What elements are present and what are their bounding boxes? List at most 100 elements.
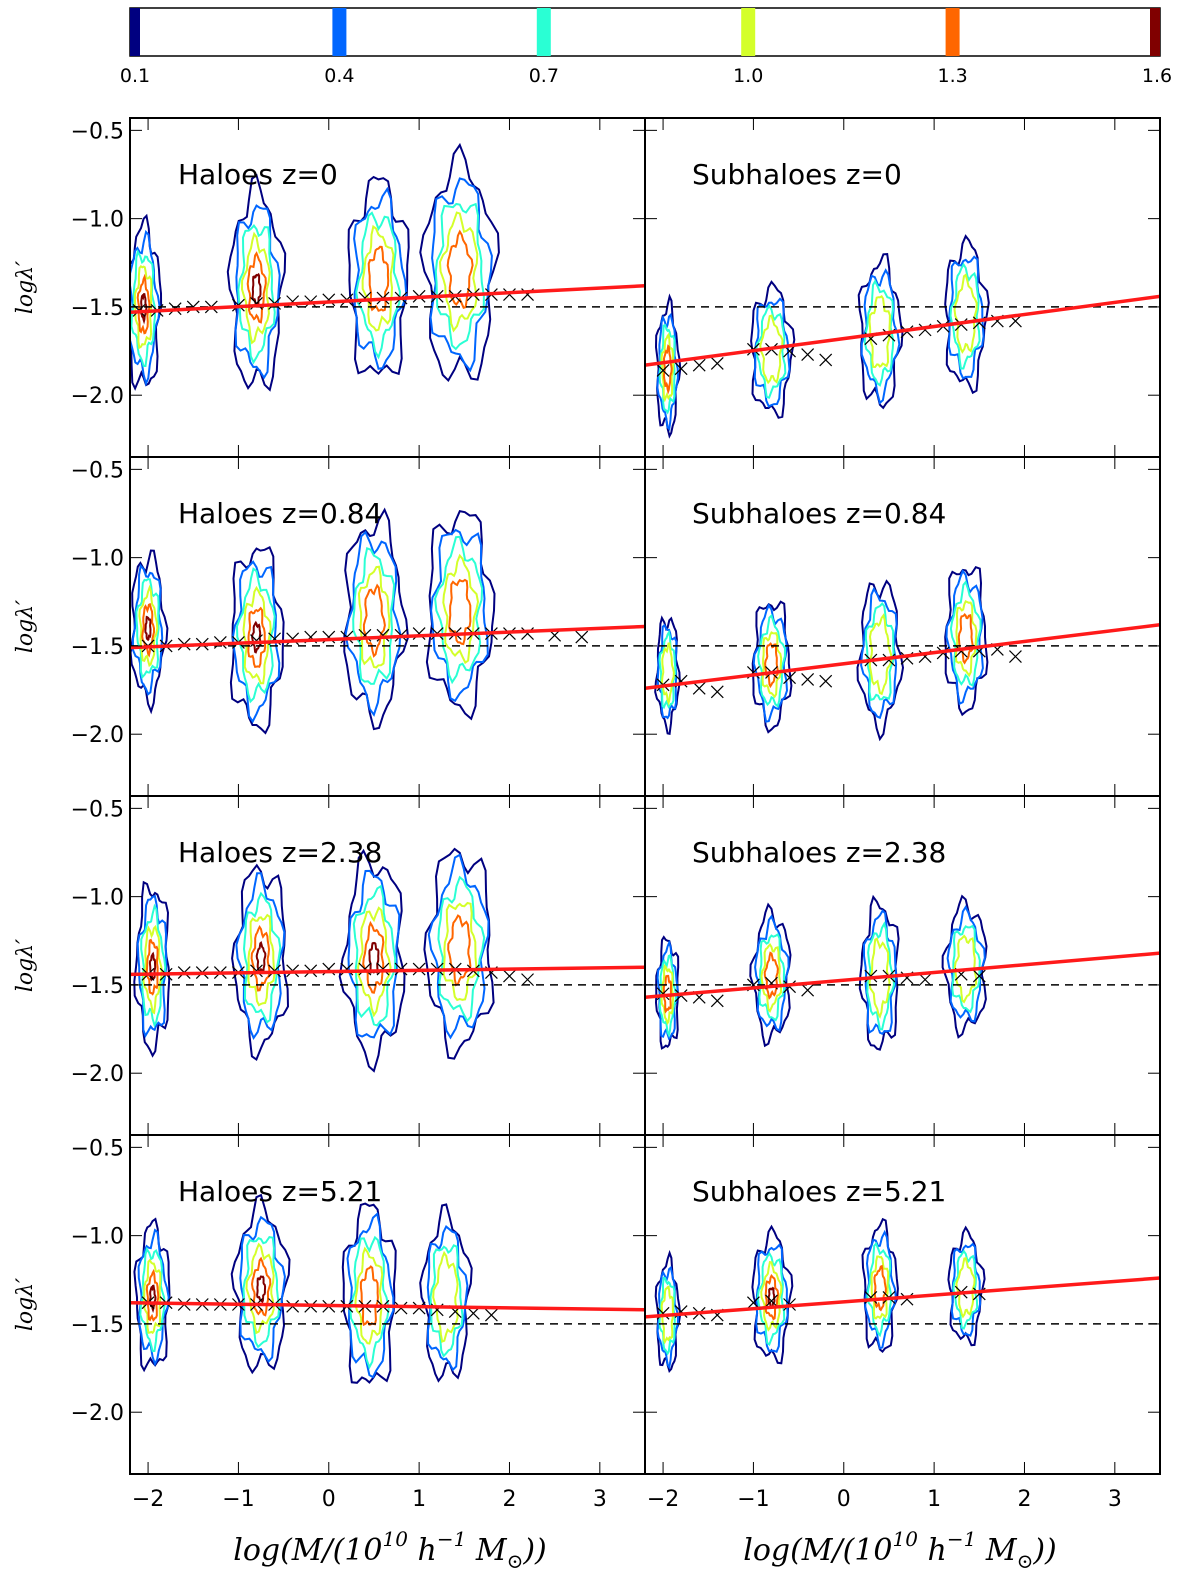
contour-line	[251, 272, 262, 307]
contour-line	[945, 568, 984, 706]
contour-line	[148, 1284, 157, 1314]
contour-line	[353, 186, 408, 370]
contour-line	[760, 1260, 783, 1332]
contour-line	[953, 273, 978, 354]
contour-line	[654, 935, 680, 1050]
colorbar-tick-label: 1.6	[1142, 65, 1172, 87]
contour-line	[941, 894, 988, 1039]
fit-line	[130, 1300, 645, 1312]
x-tick-label: 1	[927, 1487, 941, 1512]
contour-line	[754, 914, 790, 1032]
median-marker	[322, 293, 336, 307]
contour-line	[429, 177, 493, 373]
contour-line	[347, 869, 401, 1039]
contour-line	[245, 1242, 275, 1335]
y-tick-label: −2.0	[71, 384, 124, 409]
median-marker	[765, 1294, 778, 1308]
contour-line	[138, 584, 159, 668]
contour-line	[230, 1193, 291, 1375]
contour-line	[344, 530, 402, 717]
contour-line	[250, 1256, 272, 1317]
colorbar-tick-label: 0.1	[120, 65, 150, 87]
median-marker	[412, 627, 426, 640]
panel-subhaloes-z-5-21: −2 −1 0 1 2 3 Subhaloes z=5.21	[644, 1134, 1161, 1512]
contour-line	[239, 1215, 286, 1364]
y-tick-label: −0.5	[71, 797, 124, 822]
median-marker	[286, 632, 300, 646]
median-marker	[484, 1308, 498, 1322]
panel-title: Subhaloes z=5.21	[692, 1175, 946, 1208]
median-marker	[801, 348, 815, 362]
contour-line	[255, 941, 267, 975]
median-marker	[250, 634, 263, 648]
plot-area	[645, 894, 1160, 1051]
median-marker	[710, 685, 724, 699]
contour-line	[662, 974, 673, 1014]
contour-line	[135, 578, 160, 680]
contour-line	[131, 563, 164, 696]
contour-line	[361, 224, 395, 332]
x-tick-label: −1	[737, 1487, 769, 1512]
y-tick-label: −0.5	[71, 119, 124, 144]
contour-line	[352, 546, 396, 685]
contour-line	[419, 1203, 473, 1383]
contour-line	[944, 565, 989, 717]
fit-line	[645, 294, 1160, 367]
contour-line	[954, 599, 978, 678]
panel-title: Haloes z=0.84	[178, 497, 382, 530]
contour-line	[242, 1236, 281, 1349]
x-tick-label: 3	[1108, 1487, 1122, 1512]
median-marker	[1009, 650, 1022, 663]
contour-line	[251, 620, 262, 654]
contour-line	[240, 231, 271, 345]
median-marker	[918, 973, 932, 987]
panel-title: Haloes z=0	[178, 158, 338, 191]
contour-line	[256, 1275, 267, 1304]
contour-line	[142, 924, 163, 1015]
median-marker	[783, 980, 796, 994]
contour-line	[142, 1258, 162, 1335]
contour-line	[658, 323, 676, 415]
contour-line	[429, 1244, 464, 1358]
contour-line	[235, 567, 276, 704]
contour-line	[432, 1250, 459, 1343]
contour-line	[145, 938, 159, 996]
contour-line	[752, 603, 789, 723]
panel-title: Subhaloes z=0	[692, 158, 902, 191]
contour-line	[760, 942, 783, 1014]
median-marker	[801, 673, 815, 686]
panel-frame	[644, 1134, 1161, 1475]
contour-line	[763, 951, 779, 1000]
panel-subhaloes-z-0: Subhaloes z=0	[644, 117, 1161, 458]
contour-line	[438, 211, 479, 333]
contour-line	[447, 914, 472, 987]
x-axis-label-right: log(M/(1010 h−1 M⊙))	[743, 1527, 1057, 1573]
contour-line	[858, 894, 900, 1051]
plot-area	[130, 1193, 645, 1384]
y-tick-label: −2.0	[71, 1401, 124, 1426]
median-marker	[466, 1306, 480, 1320]
colorbar-tick-label: 0.7	[529, 65, 559, 87]
colorbar-swatch	[945, 8, 960, 56]
x-tick-label: −2	[132, 1487, 164, 1512]
plot-area	[130, 847, 645, 1073]
plot-area	[645, 1217, 1160, 1373]
plot-area	[130, 507, 645, 735]
y-tick-label: −0.5	[71, 1136, 124, 1161]
y-tick-label: −1.0	[71, 547, 124, 572]
contour-line	[434, 202, 485, 351]
y-tick-label: −1.0	[71, 208, 124, 233]
median-marker	[819, 353, 833, 367]
contour-line	[448, 578, 472, 646]
colorbar-swatch	[741, 8, 756, 56]
contour-line	[947, 255, 985, 380]
contour-line	[423, 847, 495, 1060]
contour-line	[367, 245, 390, 312]
contour-line	[949, 579, 982, 688]
contour-line	[140, 903, 167, 1028]
colorbar-swatch	[1150, 8, 1160, 56]
fit-line	[130, 965, 645, 977]
contour-line	[368, 941, 380, 974]
contour-line	[761, 631, 783, 699]
colorbar-frame	[129, 7, 1161, 57]
